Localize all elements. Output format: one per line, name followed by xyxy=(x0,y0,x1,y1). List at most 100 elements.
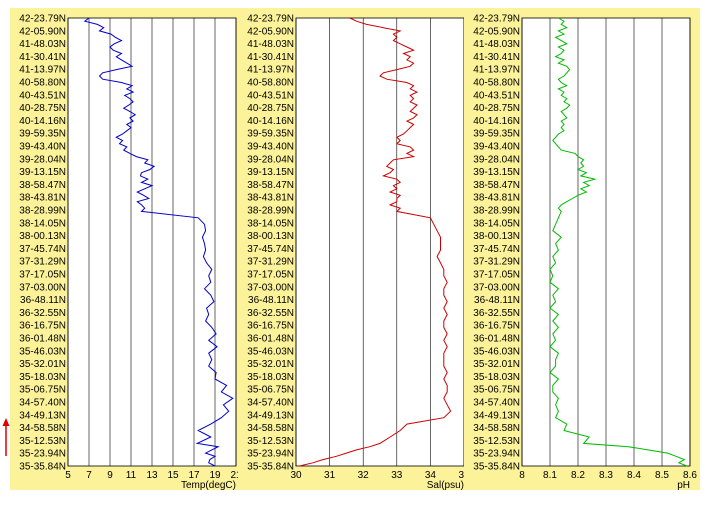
latitude-label: 36-16.75N xyxy=(247,321,294,332)
latitude-label: 37-45.74N xyxy=(473,244,520,255)
latitude-label: 35-12.53N xyxy=(473,436,520,447)
x-tick-label: 8.4 xyxy=(627,470,641,481)
latitude-label: 41-48.03N xyxy=(473,39,520,50)
latitude-label: 35-23.94N xyxy=(473,449,520,460)
latitude-label: 35-46.03N xyxy=(473,346,520,357)
latitude-label: 37-03.00N xyxy=(247,282,294,293)
latitude-label: 39-43.40N xyxy=(473,142,520,153)
latitude-label: 41-13.97N xyxy=(19,65,66,76)
latitude-label: 41-48.03N xyxy=(19,39,66,50)
latitude-label: 36-32.55N xyxy=(247,308,294,319)
latitude-label: 38-00.13N xyxy=(247,231,294,242)
latitude-label: 39-28.04N xyxy=(473,154,520,165)
x-tick-label: 33 xyxy=(391,470,403,481)
x-tick-label: 15 xyxy=(167,470,179,481)
latitude-label: 35-35.84N xyxy=(473,462,520,473)
latitude-label: 35-12.53N xyxy=(19,436,66,447)
latitude-label: 40-14.16N xyxy=(247,116,294,127)
x-tick-label: 13 xyxy=(146,470,158,481)
latitude-label: 35-23.94N xyxy=(19,449,66,460)
latitude-label: 35-12.53N xyxy=(247,436,294,447)
latitude-label: 40-58.80N xyxy=(473,78,520,89)
latitude-label: 34-49.13N xyxy=(473,410,520,421)
x-tick-label: 34 xyxy=(425,470,437,481)
latitude-label: 34-57.40N xyxy=(19,398,66,409)
latitude-label: 34-57.40N xyxy=(247,398,294,409)
latitude-label: 40-14.16N xyxy=(19,116,66,127)
latitude-label: 38-58.47N xyxy=(19,180,66,191)
latitude-label: 34-49.13N xyxy=(19,410,66,421)
latitude-label: 34-58.58N xyxy=(19,423,66,434)
latitude-label: 38-58.47N xyxy=(247,180,294,191)
latitude-label: 42-23.79N xyxy=(247,14,294,25)
x-tick-label: 8.3 xyxy=(599,470,613,481)
plot-border xyxy=(67,17,237,467)
latitude-label: 39-28.04N xyxy=(247,154,294,165)
latitude-label: 39-59.35N xyxy=(19,129,66,140)
latitude-label: 40-58.80N xyxy=(247,78,294,89)
latitude-label: 42-23.79N xyxy=(473,14,520,25)
latitude-label: 37-03.00N xyxy=(473,282,520,293)
latitude-label: 37-03.00N xyxy=(19,282,66,293)
latitude-label: 35-32.01N xyxy=(473,359,520,370)
latitude-label: 41-13.97N xyxy=(473,65,520,76)
x-tick-label: 9 xyxy=(107,470,113,481)
latitude-label: 38-14.05N xyxy=(247,218,294,229)
latitude-label: 40-28.75N xyxy=(473,103,520,114)
latitude-label: 41-13.97N xyxy=(247,65,294,76)
x-tick-label: 8 xyxy=(519,470,525,481)
latitude-label: 35-46.03N xyxy=(247,346,294,357)
latitude-label: 36-01.48N xyxy=(473,334,520,345)
latitude-label: 41-30.41N xyxy=(247,52,294,63)
latitude-label: 38-28.99N xyxy=(247,206,294,217)
x-tick-label: 8.6 xyxy=(683,470,697,481)
latitude-label: 40-43.51N xyxy=(247,90,294,101)
x-axis-label: pH xyxy=(677,480,690,491)
x-tick-label: 8.2 xyxy=(571,470,585,481)
latitude-label: 38-28.99N xyxy=(473,206,520,217)
latitude-label: 40-14.16N xyxy=(473,116,520,127)
latitude-label: 35-06.75N xyxy=(473,385,520,396)
x-tick-label: 17 xyxy=(188,470,200,481)
latitude-label: 39-13.15N xyxy=(473,167,520,178)
latitude-label: 39-59.35N xyxy=(247,129,294,140)
latitude-label: 40-28.75N xyxy=(247,103,294,114)
latitude-label: 39-13.15N xyxy=(19,167,66,178)
latitude-label: 37-17.05N xyxy=(19,270,66,281)
latitude-label: 38-43.81N xyxy=(247,193,294,204)
latitude-label: 38-43.81N xyxy=(473,193,520,204)
latitude-label: 35-06.75N xyxy=(19,385,66,396)
latitude-label: 37-31.29N xyxy=(247,257,294,268)
latitude-label: 35-46.03N xyxy=(19,346,66,357)
latitude-label: 38-00.13N xyxy=(19,231,66,242)
latitude-label: 36-16.75N xyxy=(19,321,66,332)
latitude-label: 41-30.41N xyxy=(473,52,520,63)
latitude-label: 39-43.40N xyxy=(19,142,66,153)
x-tick-label: 21 xyxy=(230,470,242,481)
latitude-label: 39-28.04N xyxy=(19,154,66,165)
series-line xyxy=(83,17,234,467)
latitude-label: 34-57.40N xyxy=(473,398,520,409)
latitude-label: 40-43.51N xyxy=(473,90,520,101)
up-arrow-icon xyxy=(2,418,10,426)
latitude-label: 35-18.03N xyxy=(473,372,520,383)
latitude-label: 40-43.51N xyxy=(19,90,66,101)
latitude-label: 37-31.29N xyxy=(19,257,66,268)
latitude-label: 41-30.41N xyxy=(19,52,66,63)
latitude-label: 42-23.79N xyxy=(19,14,66,25)
latitude-label: 39-43.40N xyxy=(247,142,294,153)
x-axis-label: Sal(psu) xyxy=(427,480,464,491)
latitude-label: 38-00.13N xyxy=(473,231,520,242)
latitude-label: 38-14.05N xyxy=(473,218,520,229)
latitude-label: 40-58.80N xyxy=(19,78,66,89)
latitude-label: 34-49.13N xyxy=(247,410,294,421)
latitude-label: 41-48.03N xyxy=(247,39,294,50)
latitude-label: 36-32.55N xyxy=(473,308,520,319)
latitude-label: 36-48.11N xyxy=(20,295,66,306)
latitude-label: 34-58.58N xyxy=(473,423,520,434)
latitude-label: 37-17.05N xyxy=(473,270,520,281)
latitude-label: 38-28.99N xyxy=(19,206,66,217)
latitude-label: 37-45.74N xyxy=(247,244,294,255)
latitude-label: 36-01.48N xyxy=(19,334,66,345)
latitude-label: 35-18.03N xyxy=(19,372,66,383)
